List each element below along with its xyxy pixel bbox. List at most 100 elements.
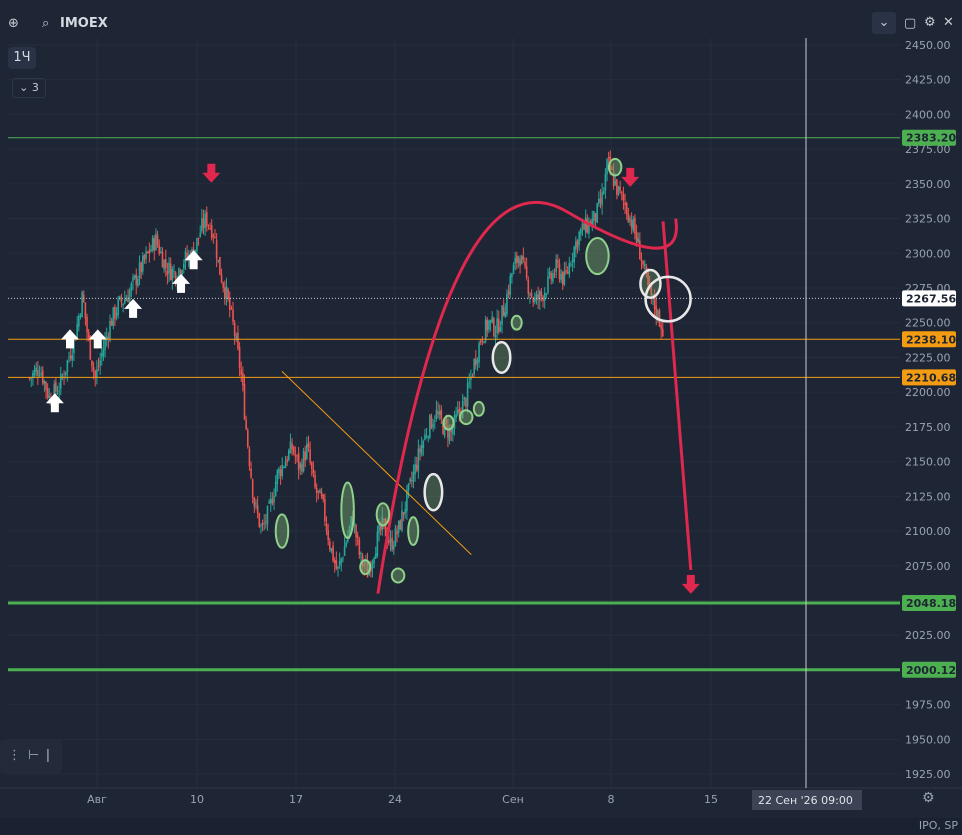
candle-body xyxy=(486,319,489,331)
candle-body xyxy=(306,443,308,459)
candle-body xyxy=(91,360,93,367)
candle-body xyxy=(220,274,223,283)
price-label-bg xyxy=(902,369,956,386)
green-oval xyxy=(375,502,391,527)
candle-body xyxy=(406,489,408,512)
candle-body xyxy=(366,562,369,578)
candle-body xyxy=(604,173,607,191)
candle-body xyxy=(260,525,262,527)
y-tick-label: 1975.00 xyxy=(905,699,951,712)
candle-body xyxy=(571,259,574,263)
drawing-tools[interactable]: ⋮ ⊢ ǀ xyxy=(0,740,62,774)
candle-body xyxy=(204,213,206,229)
candle-body xyxy=(635,232,638,243)
candle-body xyxy=(142,255,144,272)
indicator-count-button[interactable]: ⌄ 3 xyxy=(12,78,46,98)
candle-body xyxy=(611,168,613,170)
candle-body xyxy=(517,256,520,264)
candle-body xyxy=(186,252,188,259)
candle-body xyxy=(471,375,474,377)
candle-body xyxy=(110,320,113,326)
candle-body xyxy=(643,263,646,267)
candle-body xyxy=(246,430,249,447)
candle-body xyxy=(653,293,656,309)
y-tick-label: 2425.00 xyxy=(905,74,951,87)
candle-body xyxy=(69,355,72,359)
price-label: 2267.56 xyxy=(906,292,956,305)
candle-body xyxy=(297,453,300,471)
candle-body xyxy=(28,377,31,379)
candle-body xyxy=(625,203,628,215)
buy-arrow xyxy=(184,250,203,270)
candle-body xyxy=(420,445,423,455)
symbol-label[interactable]: IMOEX xyxy=(60,16,108,31)
price-chart[interactable]: 2450.00 2425.00 2400.00 2375.00 2350.00 2325.… xyxy=(0,38,962,818)
gear-icon[interactable]: ⚙ xyxy=(924,15,936,30)
candle-body xyxy=(41,370,44,384)
price-label: 2210.68 xyxy=(906,371,956,384)
candle-body xyxy=(581,223,584,229)
candle-body xyxy=(466,383,469,407)
candle-body xyxy=(322,494,325,500)
candle-body xyxy=(630,220,633,229)
candle-body xyxy=(38,374,41,376)
candle-body xyxy=(215,240,218,259)
candle-body xyxy=(307,443,310,448)
candle-body xyxy=(560,274,562,281)
candle-body xyxy=(151,237,154,251)
candle-body xyxy=(407,483,410,490)
candle-body xyxy=(271,499,274,505)
candle-body xyxy=(497,318,500,333)
search-icon[interactable]: ⌕ xyxy=(42,16,50,31)
settings-gear-icon[interactable]: ⚙ xyxy=(922,790,935,806)
candle-body xyxy=(302,450,305,472)
y-tick-label: 2125.00 xyxy=(905,490,951,503)
candle-body xyxy=(450,430,452,432)
chevron-down-icon[interactable]: ⌄ xyxy=(872,12,896,34)
candle-body xyxy=(338,561,341,566)
candle-body xyxy=(586,219,589,233)
candle-body xyxy=(356,535,359,538)
candle-body xyxy=(606,159,608,175)
candle-body xyxy=(616,179,618,195)
candle-body xyxy=(232,309,234,322)
candle-body xyxy=(319,489,321,494)
candle-body xyxy=(146,252,149,254)
candle-body xyxy=(570,264,572,266)
candle-body xyxy=(532,297,535,303)
candle-body xyxy=(599,198,602,204)
close-icon[interactable]: ✕ xyxy=(943,15,954,30)
candle-body xyxy=(197,237,200,239)
candle-body xyxy=(358,539,361,555)
candle-body xyxy=(340,558,343,563)
candle-body xyxy=(143,255,146,260)
buy-arrow xyxy=(172,273,191,293)
candle-body xyxy=(578,232,580,245)
candle-body xyxy=(35,367,37,372)
plus-circle-icon[interactable]: ⊕ xyxy=(8,16,19,31)
candle-body xyxy=(219,257,221,275)
price-label-bg xyxy=(902,129,956,146)
candle-body xyxy=(430,416,433,429)
timeframe-button[interactable]: 1Ч xyxy=(8,47,36,69)
square-icon[interactable]: ▢ xyxy=(904,16,917,31)
candle-body xyxy=(345,542,348,547)
candle-body xyxy=(245,419,247,429)
candle-body xyxy=(440,409,443,420)
candle-body xyxy=(568,262,571,275)
candle-body xyxy=(543,292,546,301)
candle-body xyxy=(201,218,203,232)
candle-body xyxy=(620,191,623,193)
candle-body xyxy=(458,408,461,413)
y-tick-label: 2350.00 xyxy=(905,178,951,191)
y-tick-label: 2025.00 xyxy=(905,629,951,642)
price-label: 2048.18 xyxy=(906,597,956,610)
candle-body xyxy=(432,424,434,427)
candle-body xyxy=(240,369,243,375)
candle-body xyxy=(138,263,141,279)
candle-body xyxy=(315,487,318,494)
candle-body xyxy=(130,283,133,291)
x-tick-label: 24 xyxy=(388,793,402,806)
candle-body xyxy=(520,255,523,265)
candle-body xyxy=(542,296,544,301)
